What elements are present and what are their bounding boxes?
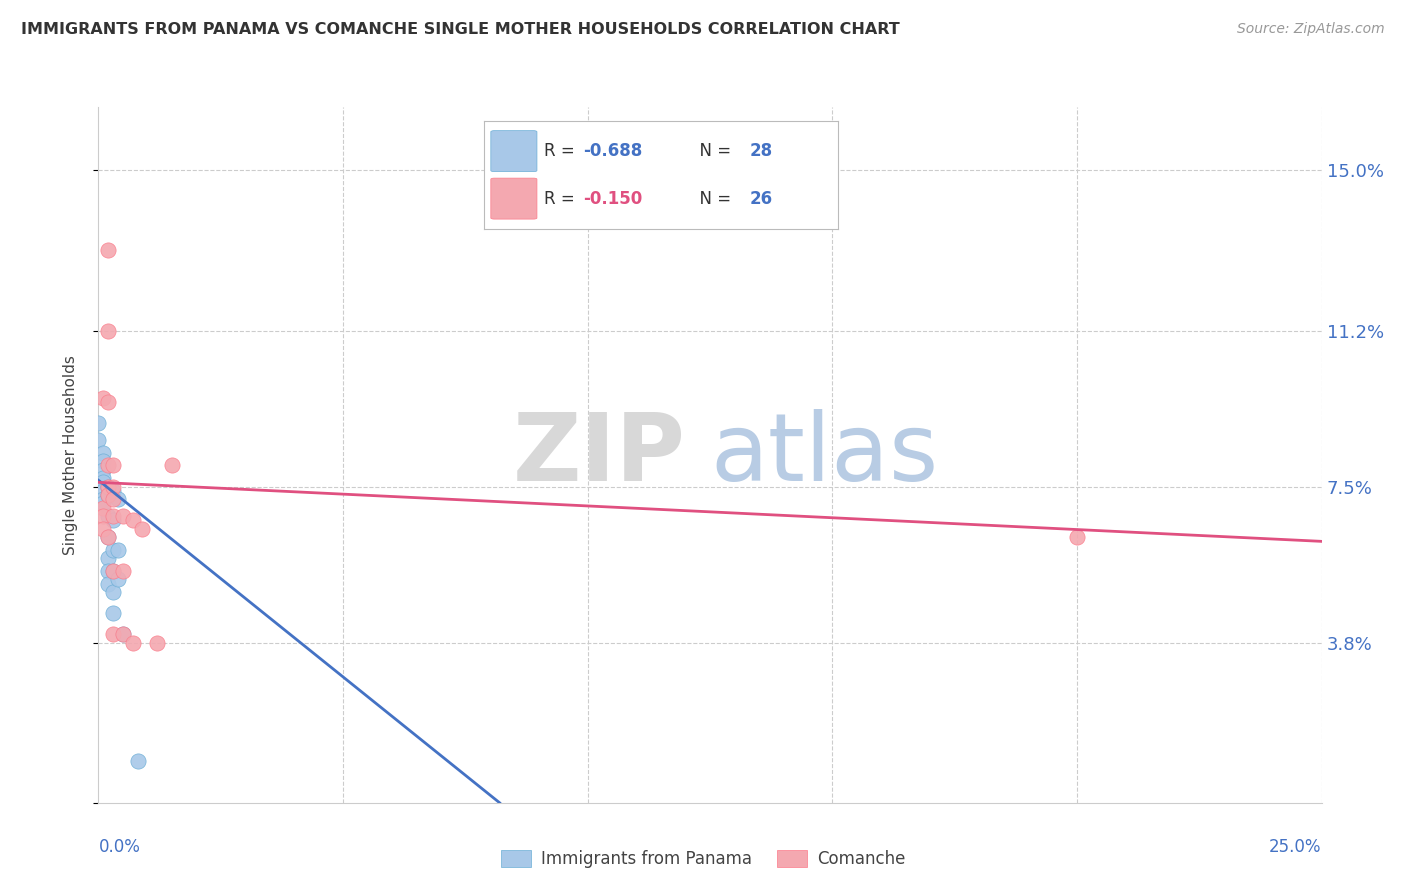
Point	[97, 458, 120, 473]
Point	[111, 564, 134, 578]
Legend: Immigrants from Panama, Comanche: Immigrants from Panama, Comanche	[494, 843, 912, 875]
Point	[101, 458, 124, 473]
Point	[111, 627, 134, 641]
Text: 25.0%: 25.0%	[1270, 838, 1322, 856]
Point	[101, 606, 124, 620]
Point	[91, 496, 114, 510]
Point	[101, 492, 124, 507]
Point	[91, 391, 114, 405]
Point	[131, 522, 153, 536]
Point	[91, 475, 114, 490]
Point	[107, 492, 129, 507]
Point	[111, 509, 134, 524]
Point	[97, 509, 120, 524]
Point	[91, 446, 114, 460]
Point	[91, 522, 114, 536]
Point	[91, 471, 114, 485]
Point	[97, 479, 120, 493]
Point	[127, 754, 149, 768]
Text: IMMIGRANTS FROM PANAMA VS COMANCHE SINGLE MOTHER HOUSEHOLDS CORRELATION CHART: IMMIGRANTS FROM PANAMA VS COMANCHE SINGL…	[21, 22, 900, 37]
Point	[111, 627, 134, 641]
Point	[97, 324, 120, 338]
Text: atlas: atlas	[710, 409, 938, 501]
Point	[97, 530, 120, 544]
Point	[107, 572, 129, 586]
Point	[91, 463, 114, 477]
Point	[121, 513, 143, 527]
Point	[1066, 530, 1088, 544]
Point	[97, 479, 120, 493]
Point	[97, 244, 120, 258]
Point	[97, 488, 120, 502]
Point	[91, 500, 114, 515]
Text: Source: ZipAtlas.com: Source: ZipAtlas.com	[1237, 22, 1385, 37]
Point	[101, 627, 124, 641]
Point	[101, 479, 124, 493]
Point	[97, 564, 120, 578]
Point	[121, 635, 143, 649]
Point	[101, 564, 124, 578]
Point	[87, 417, 110, 431]
Point	[91, 483, 114, 498]
Point	[101, 585, 124, 599]
Point	[97, 551, 120, 566]
Point	[101, 542, 124, 557]
Point	[101, 483, 124, 498]
Point	[91, 509, 114, 524]
Point	[107, 542, 129, 557]
Y-axis label: Single Mother Households: Single Mother Households	[63, 355, 77, 555]
Point	[97, 576, 120, 591]
Point	[101, 564, 124, 578]
Point	[87, 433, 110, 447]
Point	[101, 509, 124, 524]
Point	[97, 530, 120, 544]
Point	[91, 492, 114, 507]
Point	[97, 395, 120, 409]
Text: 0.0%: 0.0%	[98, 838, 141, 856]
Point	[91, 454, 114, 468]
Point	[146, 635, 169, 649]
Point	[160, 458, 183, 473]
Text: ZIP: ZIP	[513, 409, 686, 501]
Point	[101, 513, 124, 527]
Point	[97, 488, 120, 502]
